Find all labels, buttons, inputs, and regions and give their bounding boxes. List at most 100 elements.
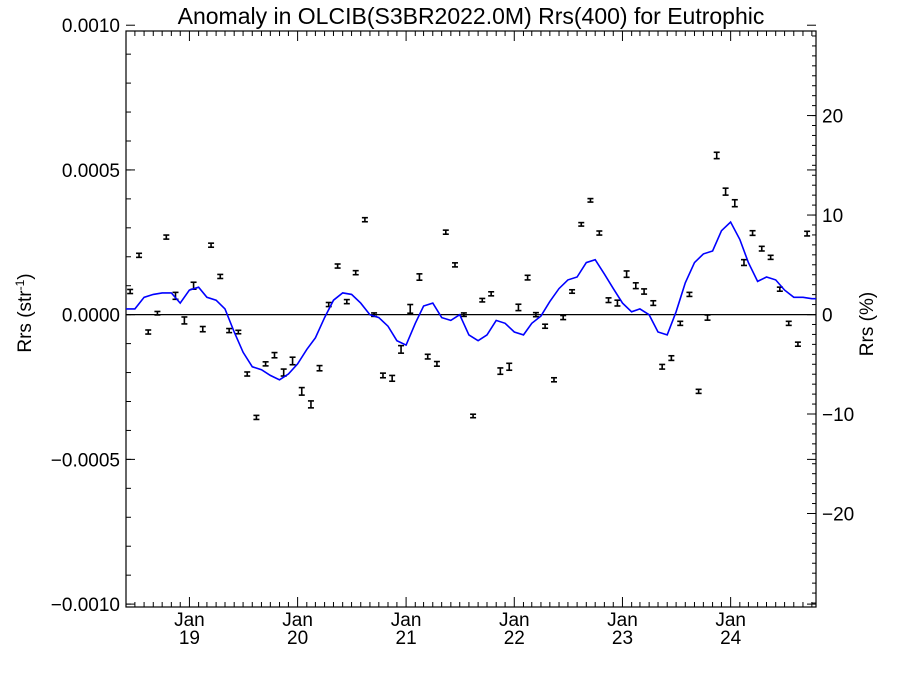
x-tick-label-month: Jan (174, 610, 205, 631)
data-point (298, 386, 305, 396)
data-point (794, 341, 801, 348)
y-tick-label: 0.0010 (62, 16, 120, 37)
data-point (542, 323, 549, 330)
data-point (244, 371, 251, 377)
data-point (632, 282, 639, 290)
y2-tick-label: 0 (822, 306, 833, 327)
data-point (704, 314, 711, 321)
data-point (524, 274, 531, 281)
data-point (695, 388, 702, 395)
data-point (623, 270, 630, 279)
data-point (307, 400, 314, 409)
x-tick-label-month: Jan (499, 610, 530, 631)
x-tick-label-month: Jan (607, 610, 638, 631)
y-axis-left: 0.0010 0.0005 0.0000 −0.0005 −0.0010 (51, 16, 816, 616)
x-tick-label-year: 21 (396, 628, 417, 649)
data-point (181, 316, 188, 325)
x-tick-label-year: 24 (720, 628, 742, 649)
data-point (217, 273, 224, 280)
data-point (668, 354, 675, 362)
data-point (379, 372, 386, 379)
data-point (253, 414, 260, 421)
data-point (532, 311, 539, 318)
data-point (208, 242, 215, 249)
data-point (497, 367, 504, 376)
x-tick-label-month: Jan (715, 610, 746, 631)
data-point (713, 151, 720, 160)
data-point (731, 198, 738, 208)
y2-axis-label: Rrs (%) (857, 292, 878, 356)
y-axis-right: 20 10 0 −10 −20 (807, 35, 854, 604)
data-point (659, 363, 666, 370)
data-point (424, 353, 431, 360)
y2-tick-label: −10 (822, 405, 854, 426)
y-axis-label-close: ) (15, 273, 36, 279)
data-point (136, 252, 143, 259)
data-point (407, 303, 414, 315)
data-point (316, 364, 323, 372)
data-point (767, 254, 774, 261)
data-point (749, 229, 756, 237)
data-point (334, 263, 341, 269)
data-point (433, 360, 440, 367)
y2-tick-label: 10 (822, 206, 843, 227)
data-point (127, 288, 134, 295)
y-tick-label: 0.0005 (62, 161, 120, 182)
data-point (506, 362, 513, 372)
data-point (722, 187, 729, 196)
data-point (614, 299, 621, 307)
data-point (677, 320, 684, 327)
data-point (416, 273, 423, 282)
data-point (569, 288, 576, 295)
x-tick-label-year: 20 (287, 628, 308, 649)
data-point (451, 262, 458, 268)
data-point (578, 221, 585, 227)
data-point (596, 230, 603, 236)
x-tick-label-month: Jan (282, 610, 313, 631)
data-point (289, 356, 296, 366)
data-point (398, 344, 405, 354)
data-point (343, 298, 350, 305)
data-point (271, 351, 278, 359)
plot-frame (125, 30, 817, 608)
x-tick-label-year: 23 (612, 628, 633, 649)
y2-tick-label: 20 (822, 107, 843, 128)
data-point (361, 216, 368, 223)
data-point (587, 197, 594, 203)
data-point (650, 299, 657, 307)
data-point (442, 229, 449, 235)
data-point (235, 329, 242, 335)
data-point (163, 234, 170, 240)
trend-line (126, 220, 816, 381)
x-tick-label-month: Jan (391, 610, 422, 631)
chart-title: Anomaly in OLCIB(S3BR2022.0M) Rrs(400) f… (178, 3, 765, 29)
data-point (262, 361, 269, 367)
data-point (758, 245, 765, 252)
data-point (352, 269, 359, 276)
data-point (389, 374, 396, 383)
y-tick-label: −0.0005 (51, 450, 120, 471)
y-tick-label: 0.0000 (62, 306, 120, 327)
y-axis-label-sup: -1 (13, 279, 27, 290)
data-point (804, 230, 811, 237)
data-point (226, 327, 233, 334)
data-point (460, 312, 467, 318)
data-point (199, 325, 206, 333)
y2-tick-label: −20 (822, 504, 854, 525)
data-point (515, 303, 522, 312)
data-point (641, 288, 648, 295)
data-point (145, 329, 152, 335)
data-point (550, 376, 557, 383)
x-tick-label-year: 19 (179, 628, 200, 649)
data-point (154, 310, 161, 316)
data-point (686, 291, 693, 298)
y-tick-label: −0.0010 (51, 595, 120, 616)
data-point (785, 320, 792, 327)
x-tick-label-year: 22 (504, 628, 525, 649)
y-axis-label-main: Rrs (str (15, 290, 36, 353)
data-points (127, 151, 811, 421)
data-point (479, 297, 486, 303)
data-point (560, 314, 567, 321)
